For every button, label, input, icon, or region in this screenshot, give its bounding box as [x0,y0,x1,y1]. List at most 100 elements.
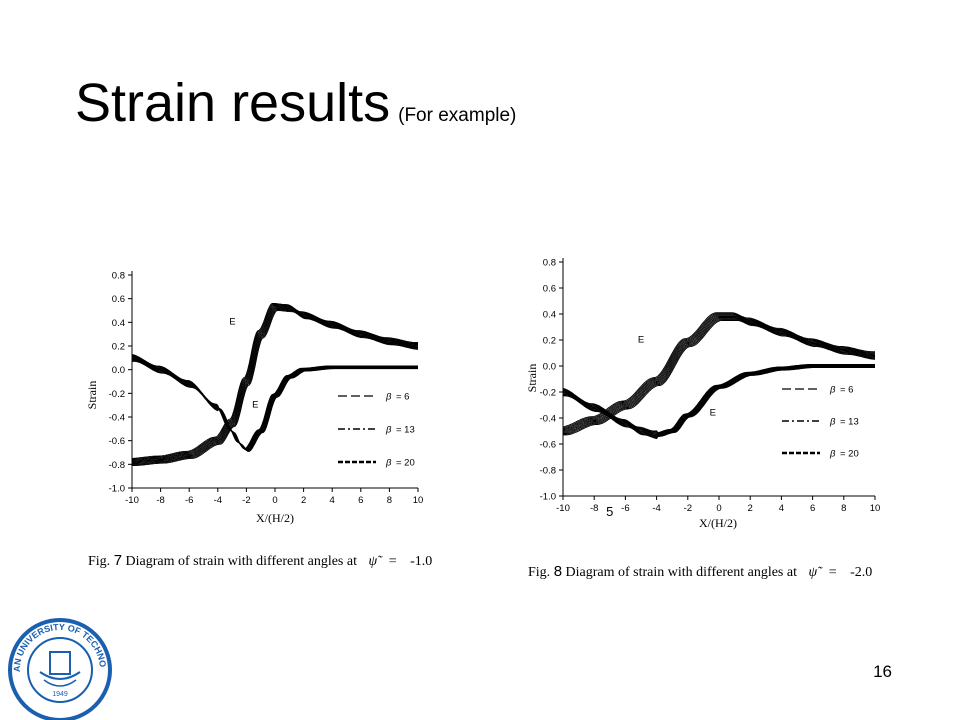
x-tick-label-stray: 5 [606,504,613,519]
series-upper-strand [562,314,875,431]
x-tick-label: -4 [652,503,660,514]
legend-symbol: β [829,417,836,428]
caption-eq: = [388,554,397,569]
legend-label: = 6 [840,385,853,396]
logo-year: 1949 [52,691,68,698]
x-tick-label: 0 [716,503,721,514]
x-tick-label: 4 [330,495,335,506]
y-tick-label: -0.8 [109,460,125,471]
x-tick-label: -6 [185,495,193,506]
series-lower-strand [562,364,875,434]
y-tick-label: -0.4 [109,413,125,424]
series-upper-strand [131,304,418,461]
series-lower-strand [563,366,875,439]
series-upper-strand [562,315,876,432]
x-tick-label: 4 [779,503,784,514]
curve-label: E [252,400,258,411]
y-tick-label: -0.6 [109,436,125,447]
caption-fig7: Fig. 7 Diagram of strain with different … [88,552,432,570]
series-lower-strand [562,363,875,434]
series-lower-strand [131,356,418,450]
x-tick-label: -8 [590,503,598,514]
y-tick-label: 0.8 [112,271,125,282]
legend-label: = 13 [396,425,415,436]
x-tick-label: 0 [272,495,277,506]
y-tick-label: -0.2 [109,389,125,400]
series-upper-strand [563,320,876,436]
legend-symbol: β [385,458,392,469]
series-upper-strand [132,308,419,465]
series-upper-strand [132,309,419,466]
series-lower-strand [132,358,418,451]
legend-symbol: β [829,449,836,460]
legend-symbol: β [385,392,392,403]
x-tick-label: -8 [156,495,164,506]
caption-fig8: Fig. 8 Diagram of strain with different … [528,563,872,581]
y-tick-label: -0.6 [540,440,556,451]
caption-eq: = [828,565,837,580]
series-lower-strand [563,367,875,440]
y-tick-label: -0.2 [540,388,556,399]
x-tick-label: 8 [387,495,392,506]
x-axis-label: X/(H/2) [256,511,294,525]
y-tick-label: 0.4 [112,318,125,329]
legend-label: = 6 [396,392,409,403]
series-upper-strand [562,313,875,429]
series-upper-strand [131,306,418,463]
x-tick-label: 6 [358,495,363,506]
caption-number: 7 [113,552,123,569]
series-lower-strand [132,360,418,452]
y-tick-label: -0.8 [540,466,556,477]
y-tick-label: -1.0 [540,492,556,503]
x-axis-label: X/(H/2) [699,516,737,530]
title-main: Strain results [75,73,391,133]
x-tick-label: 6 [810,503,815,514]
series-lower-strand [131,356,418,451]
title-subtitle: (For example) [398,105,517,126]
chart-fig8: -1.0 -0.8 -0.6 -0.4 -0.2 0.0 0.2 0.4 0.6 0.8 -10 -8… [525,258,880,531]
series-lower-strand [131,357,418,451]
series-lower-strand [131,354,418,450]
x-tick-label: -4 [214,495,222,506]
series-upper-strand [131,303,418,460]
slide-title: Strain results (For example) [75,72,516,134]
caption-text: Diagram of strain with different angles … [565,565,797,580]
legend-label: = 20 [840,449,859,460]
series-lower-strand [131,354,418,450]
x-tick-label: 10 [413,495,424,506]
series-upper-strand [562,313,875,430]
university-logo: DALIAN UNIVERSITY OF TECHNOLOGY 1949 [0,614,112,720]
x-tick-label: 2 [748,503,753,514]
series-lower-strand [562,365,875,436]
series-lower-strand [562,365,875,435]
series-lower-strand [562,364,875,435]
y-tick-label: 0.6 [112,294,125,305]
series-lower-strand [132,359,418,452]
y-tick-label: 0.6 [543,284,556,295]
caption-prefix: Fig. [88,554,114,569]
x-tick-label: 10 [870,503,881,514]
curve-label: E [229,317,235,328]
legend-label: = 20 [396,458,415,469]
series-upper-strand [563,319,876,435]
series-upper-strand [132,310,419,466]
y-tick-label: 0.0 [112,365,125,376]
series-upper-strand [131,305,418,462]
caption-value: -1.0 [410,554,433,569]
chart-fig7: -1.0 -0.8 -0.6 -0.4 -0.2 0.0 0.2 0.4 0.6 0.8 -10 -8… [85,271,423,526]
series-upper-strand [563,318,876,434]
x-tick-label: 2 [301,495,306,506]
legend-label: = 13 [840,417,859,428]
series-upper-strand [131,306,419,463]
caption-symbol: ψ̃ [368,554,378,569]
series-lower-strand [563,366,875,437]
page-number: 16 [873,662,892,681]
series-upper-strand [131,302,418,459]
curve-label: E [710,407,716,418]
x-tick-label: -2 [242,495,250,506]
y-tick-label: -1.0 [109,484,125,495]
x-tick-label: -6 [621,503,629,514]
caption-number: 8 [553,563,563,580]
series-upper-strand [132,307,419,464]
